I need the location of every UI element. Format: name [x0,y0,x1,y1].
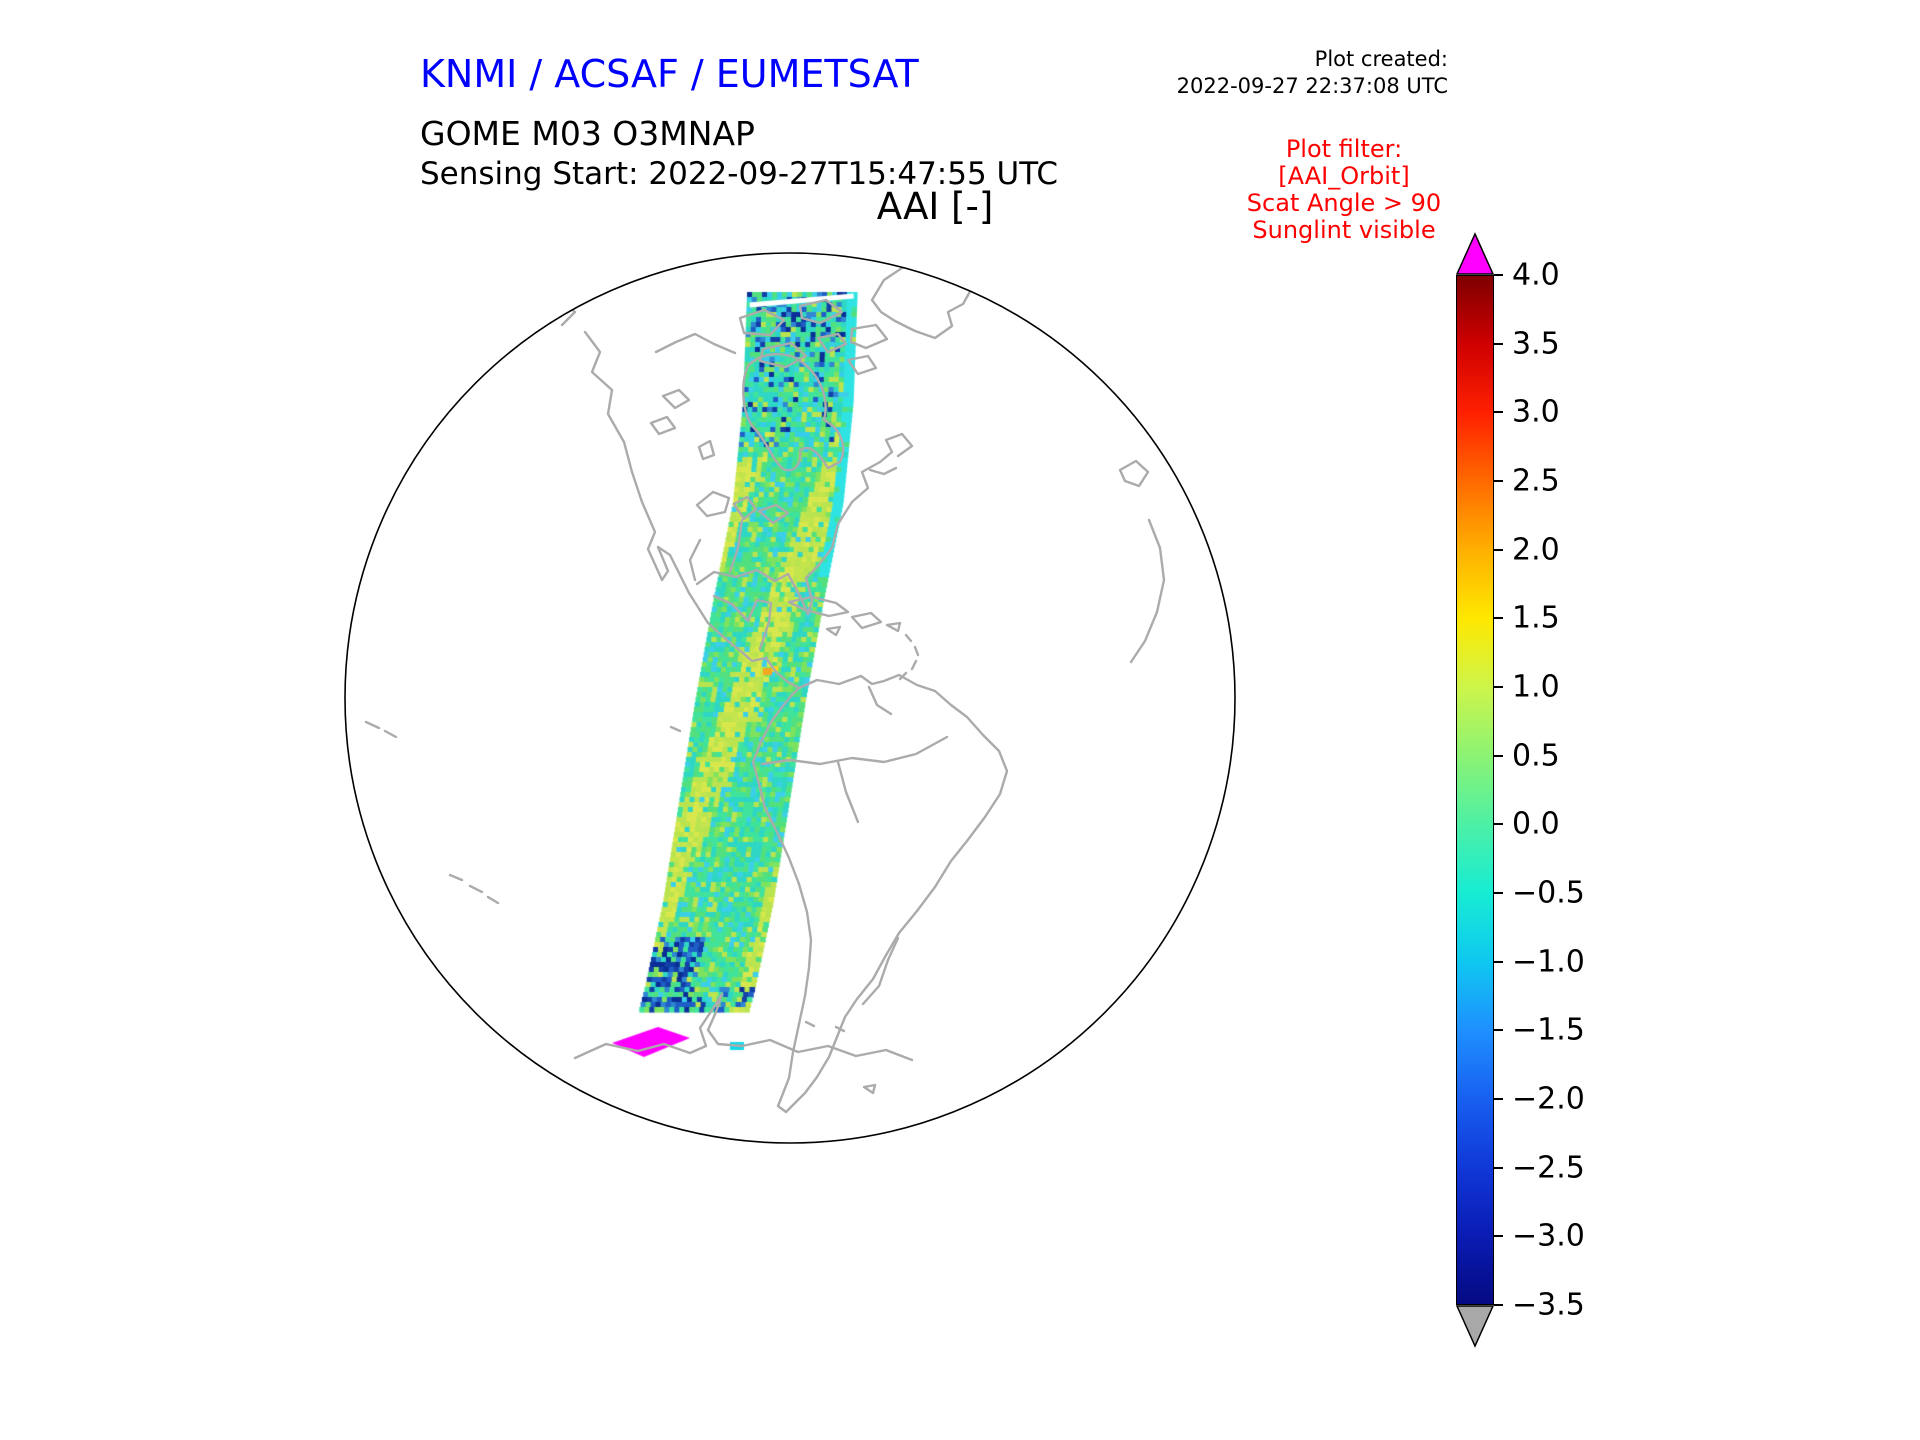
colorbar-under-arrow [1456,1305,1494,1348]
colorbar-tick-label: −0.5 [1512,875,1585,911]
colorbar-tick [1494,686,1503,688]
colorbar-tick-label: −3.0 [1512,1218,1585,1254]
plot-created-timestamp: 2022-09-27 22:37:08 UTC [1176,74,1448,98]
colorbar-tick-label: 2.5 [1512,463,1560,499]
colorbar-tick [1494,1098,1503,1100]
colorbar: 4.0 3.5 3.0 2.5 2.0 1.5 1.0 0.5 0.0 −0.5 −1.0 −1.5 −… [1452,230,1752,1400]
plot-filter-note: Plot filter: [AAI_Orbit] Scat Angle > 90… [1247,136,1441,244]
colorbar-tick-label: −3.5 [1512,1287,1585,1323]
colorbar-tick [1494,1029,1503,1032]
plot-filter-line: Sunglint visible [1252,216,1436,244]
colorbar-tick-label: −1.0 [1512,944,1585,980]
colorbar-tick [1494,1304,1503,1306]
plot-filter-line: [AAI_Orbit] [1278,162,1410,190]
colorbar-tick-label: 1.0 [1512,669,1560,705]
colorbar-tick-label: 3.0 [1512,394,1560,430]
colorbar-tick [1494,411,1503,414]
colorbar-tick-label: 4.0 [1512,257,1560,293]
colorbar-gradient [1456,275,1494,1305]
plot-filter-line: Plot filter: [1285,135,1403,163]
colorbar-over-arrow [1456,232,1494,275]
colorbar-tick [1494,617,1503,620]
colorbar-tick [1494,274,1503,276]
colorbar-tick-label: 1.5 [1512,600,1560,636]
plot-filter-line: Scat Angle > 90 [1246,189,1442,217]
colorbar-tick-label: 0.5 [1512,738,1560,774]
colorbar-tick-label: −2.0 [1512,1081,1585,1117]
colorbar-tick [1494,892,1503,894]
sensing-start-text: Sensing Start: 2022-09-27T15:47:55 UTC [420,156,1058,192]
colorbar-tick [1494,960,1503,963]
colorbar-tick [1494,1235,1503,1238]
colorbar-tick [1494,548,1503,551]
plot-title: AAI [-] [876,185,994,228]
coastlines [364,256,1166,1114]
plot-created-label: Plot created: [1314,47,1448,71]
colorbar-tick-label: −2.5 [1512,1150,1585,1186]
colorbar-tick-label: 0.0 [1512,806,1560,842]
colorbar-tick [1494,754,1503,757]
colorbar-tick-label: 3.5 [1512,326,1560,362]
colorbar-tick-label: 2.0 [1512,532,1560,568]
brand-title: KNMI / ACSAF / EUMETSAT [420,52,919,96]
colorbar-tick [1494,480,1503,482]
colorbar-tick [1494,823,1503,826]
product-title: GOME M03 O3MNAP [420,114,755,153]
colorbar-tick [1494,342,1503,345]
globe-outline [344,252,1236,1144]
colorbar-tick-label: −1.5 [1512,1012,1585,1048]
colorbar-tick [1494,1166,1503,1169]
plot-created-block: Plot created: 2022-09-27 22:37:08 UTC [1177,46,1448,100]
